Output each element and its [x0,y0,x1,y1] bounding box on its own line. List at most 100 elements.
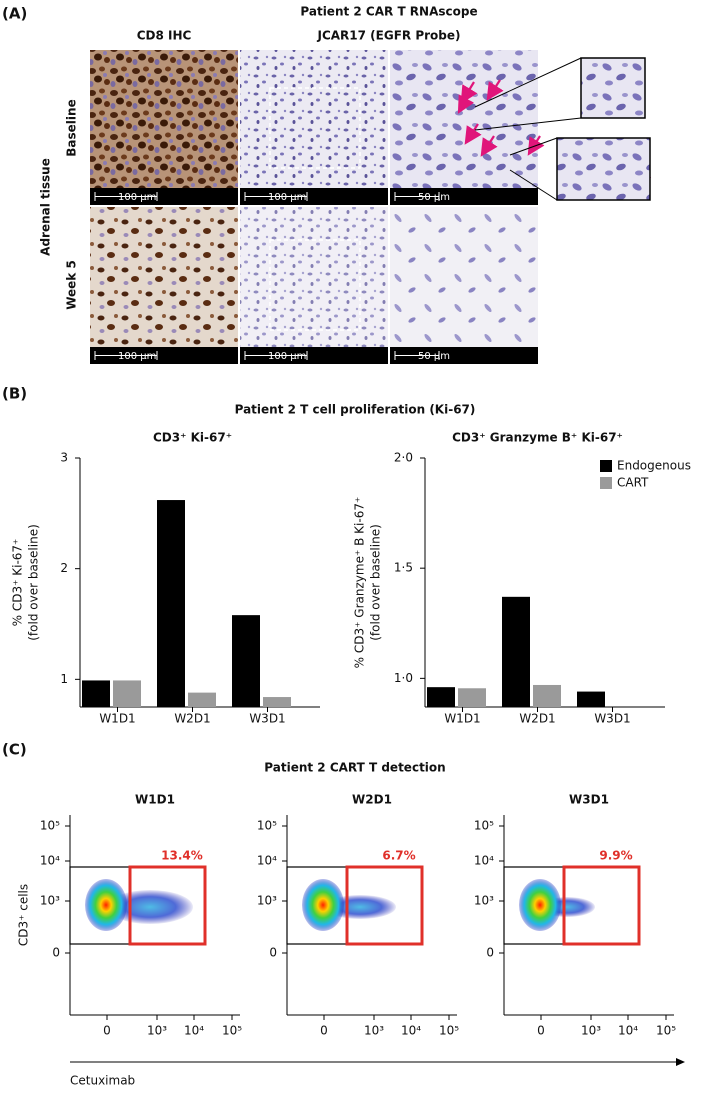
scale-bar-label: 100 µm [268,192,306,203]
x-tick-label: 10⁵ [439,1024,459,1038]
x-tick-label: 0 [537,1024,545,1038]
micrograph [240,50,388,188]
gate-percent: 9.9% [599,849,632,863]
x-tick-label: 10⁴ [618,1024,638,1038]
y-tick-label: 2·0 [394,451,413,465]
x-tick-label: 10⁴ [401,1024,421,1038]
y-tick-label: 10³ [257,894,277,908]
scale-bar-label: 50 µm [418,351,450,362]
legend-swatch [600,477,612,489]
y-axis-label: (fold over baseline) [369,524,383,641]
y-tick-label: 0 [486,946,494,960]
y-tick-label: 0 [269,946,277,960]
scale-bar-strip [390,188,538,205]
zoom-box [269,239,361,331]
x-tick-label: 10³ [147,1024,167,1038]
plot-title: W2D1 [352,793,392,807]
scale-bar-label: 100 µm [118,192,156,203]
y-tick-label: 10⁴ [474,854,494,868]
scale-bar-label: 100 µm [118,351,156,362]
bar [577,691,605,707]
x-tick-label: W3D1 [249,712,285,726]
y-tick-label: 10⁵ [40,819,60,833]
y-tick-label: 1 [60,672,68,686]
y-tick-label: 10⁵ [257,819,277,833]
event-cloud [519,879,561,931]
legend-swatch [600,460,612,472]
y-tick-label: 10⁴ [257,854,277,868]
panel-label: (B) [2,385,27,403]
bar [263,697,291,707]
scale-bar-strip [240,188,388,205]
micrograph [240,207,388,347]
scale-bar-label: 50 µm [418,192,450,203]
inset [580,57,646,119]
chart-title: CD3⁺ Ki-67⁺ [153,431,232,445]
y-tick-label: 10³ [474,894,494,908]
panel-label: (A) [2,5,27,23]
y-tick-label: 10³ [40,894,60,908]
scale-bar-strip [390,347,538,364]
micrograph [390,207,538,347]
row-group-label: Adrenal tissue [39,158,53,256]
x-tick-label: 10⁴ [184,1024,204,1038]
micrograph [390,50,538,188]
row-label: Week 5 [65,260,79,310]
bar [82,680,110,707]
y-tick-label: 10⁴ [40,854,60,868]
inset [556,137,651,201]
gate-percent: 6.7% [382,849,415,863]
x-axis-label: Cetuximab [70,1074,135,1088]
micrograph [90,50,238,188]
inset-connectors [474,57,582,201]
gate-percent: 13.4% [161,849,203,863]
micrograph [90,207,238,347]
x-tick-label: W2D1 [174,712,210,726]
y-tick-label: 1·0 [394,671,413,685]
panel-title: Patient 2 T cell proliferation (Ki-67) [235,403,476,417]
car-gate [128,865,207,946]
scale-bar-strip [90,347,238,364]
event-cloud [85,879,127,931]
bar [232,615,260,707]
car-gate [562,865,641,946]
bar [113,680,141,707]
x-tick-label: 10⁵ [656,1024,676,1038]
legend-label: CART [617,476,649,490]
y-tick-label: 2 [60,561,68,575]
x-tick-label: W3D1 [594,712,630,726]
y-axis-label: % CD3⁺ Ki-67⁺ [11,539,25,627]
legend-label: Endogenous [617,459,691,473]
scale-bar-strip [240,347,388,364]
y-tick-label: 10⁵ [474,819,494,833]
bar [533,684,561,707]
panel-label: (C) [2,741,27,759]
bar [188,692,216,707]
car-gate [345,865,424,946]
x-tick-label: 10³ [581,1024,601,1038]
panel-title: Patient 2 CART T detection [264,761,445,775]
bar [157,500,185,707]
row-label: Baseline [65,99,79,156]
x-tick-label: W2D1 [519,712,555,726]
x-tick-label: 10³ [364,1024,384,1038]
x-tick-label: W1D1 [444,712,480,726]
event-cloud [302,879,344,931]
y-axis-label: CD3⁺ cells [17,884,31,946]
panel-title: Patient 2 CAR T RNAscope [300,5,477,19]
y-tick-label: 0 [52,946,60,960]
plot-title: W1D1 [135,793,175,807]
y-axis-label: (fold over baseline) [27,524,41,641]
x-tick-label: W1D1 [99,712,135,726]
x-tick-label: 10⁵ [222,1024,242,1038]
column-header: CD8 IHC [137,29,192,43]
bar [458,688,486,707]
zoom-box [269,87,361,169]
chart-title: CD3⁺ Granzyme B⁺ Ki-67⁺ [452,431,623,445]
column-header: JCAR17 (EGFR Probe) [317,29,461,43]
x-tick-label: 0 [320,1024,328,1038]
bar [502,596,530,707]
y-tick-label: 1·5 [394,561,413,575]
